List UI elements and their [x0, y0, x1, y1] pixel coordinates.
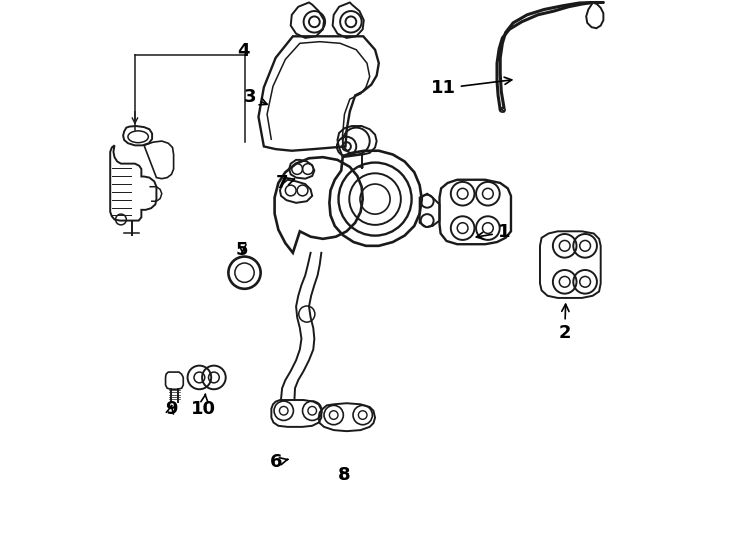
- Text: 9: 9: [164, 400, 177, 417]
- Text: 10: 10: [191, 394, 217, 417]
- Polygon shape: [586, 3, 603, 28]
- Text: 6: 6: [269, 453, 288, 471]
- Text: 4: 4: [237, 42, 250, 60]
- Text: 3: 3: [244, 88, 267, 106]
- Text: 5: 5: [236, 241, 249, 259]
- Text: 8: 8: [338, 466, 351, 484]
- Text: 2: 2: [559, 304, 571, 342]
- Text: 11: 11: [431, 77, 512, 97]
- Text: 7: 7: [276, 174, 294, 192]
- Polygon shape: [497, 3, 603, 110]
- Text: 1: 1: [476, 224, 510, 241]
